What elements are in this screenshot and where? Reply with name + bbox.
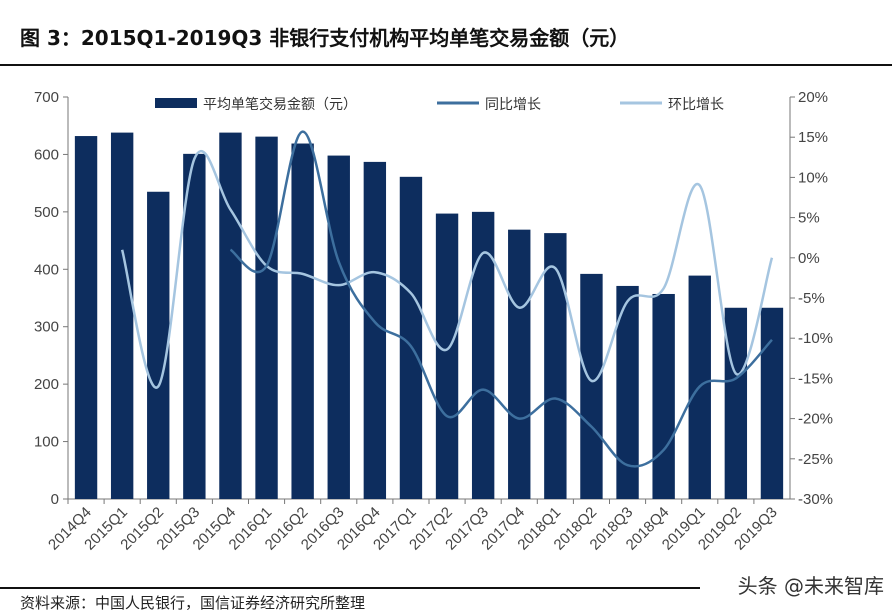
right-tick-label: 0% <box>798 250 820 267</box>
bar-2018Q2 <box>580 273 603 499</box>
left-tick-label: 500 <box>34 204 59 221</box>
bar-2016Q2 <box>291 143 314 499</box>
right-tick-label: -15% <box>798 370 833 387</box>
legend-label: 同比增长 <box>485 97 541 113</box>
line-yoy <box>229 130 773 468</box>
bar-2014Q4 <box>74 136 98 499</box>
bar-2016Q3 <box>327 155 350 499</box>
source-note: 资料来源：中国人民银行，国信证券经济研究所整理 <box>20 594 366 612</box>
bar-2016Q1 <box>255 136 278 499</box>
right-tick-label: 20% <box>798 89 828 106</box>
left-tick-label: 300 <box>34 319 59 336</box>
bar-2017Q1 <box>399 176 423 499</box>
legend-swatch-bar <box>155 98 197 108</box>
bar-2019Q3 <box>760 307 784 499</box>
bar-2015Q4 <box>219 132 242 499</box>
bar-2018Q4 <box>652 293 675 499</box>
chart-title: 图 3：2015Q1-2019Q3 非银行支付机构平均单笔交易金额（元） <box>20 26 630 50</box>
left-tick-label: 700 <box>34 89 59 106</box>
bar-2015Q3 <box>183 153 206 499</box>
left-tick-label: 0 <box>51 491 59 508</box>
bar-2017Q3 <box>471 211 495 499</box>
legend-label: 环比增长 <box>668 97 724 113</box>
legend-label: 平均单笔交易金额（元） <box>203 96 357 113</box>
right-tick-label: -30% <box>798 491 833 508</box>
bar-2015Q1 <box>110 132 134 499</box>
right-tick-label: 5% <box>798 210 820 227</box>
right-tick-label: 10% <box>798 169 828 186</box>
right-tick-label: -10% <box>798 330 833 347</box>
left-tick-label: 200 <box>34 376 59 393</box>
bar-2015Q2 <box>147 191 170 499</box>
footer-divider <box>0 587 700 589</box>
bar-2018Q3 <box>616 285 639 499</box>
watermark: 头条 @未来智库 <box>737 574 884 598</box>
line-qoq <box>120 149 774 389</box>
right-tick-label: -20% <box>798 411 833 428</box>
right-tick-label: -25% <box>798 451 833 468</box>
bar-2016Q4 <box>363 161 387 499</box>
right-tick-label: -5% <box>798 290 825 307</box>
bar-2019Q2 <box>724 307 748 499</box>
bar-2017Q4 <box>508 229 531 499</box>
left-tick-label: 400 <box>34 261 59 278</box>
right-tick-label: 15% <box>798 129 828 146</box>
bar-2017Q2 <box>435 213 459 499</box>
bar-2018Q1 <box>544 233 567 499</box>
title-divider <box>0 64 892 66</box>
left-tick-label: 100 <box>34 434 59 451</box>
left-tick-label: 600 <box>34 146 59 163</box>
